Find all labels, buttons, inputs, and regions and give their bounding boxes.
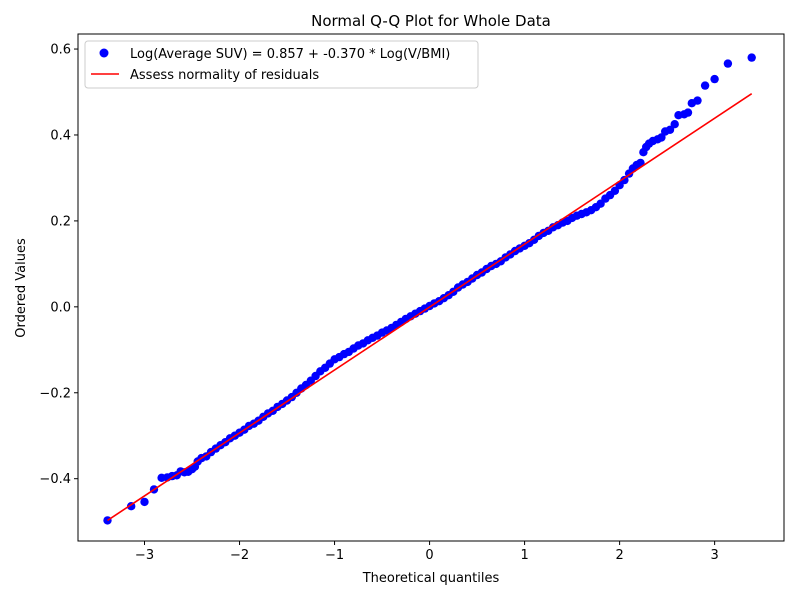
qq-point bbox=[610, 186, 620, 195]
qq-point bbox=[723, 59, 733, 68]
y-tick-label: 0.2 bbox=[50, 214, 71, 229]
qq-point bbox=[683, 108, 693, 117]
legend-label-line: Assess normality of residuals bbox=[130, 68, 319, 83]
y-tick-label: −0.2 bbox=[39, 386, 71, 401]
legend-box bbox=[84, 40, 479, 89]
qq-point bbox=[657, 133, 666, 142]
x-tick-label: 2 bbox=[615, 548, 623, 563]
y-axis: −0.4 −0.2 0.0 0.2 0.4 0.6 bbox=[39, 43, 78, 487]
qq-point bbox=[693, 96, 702, 105]
x-tick-label: −3 bbox=[135, 548, 154, 563]
x-tick-label: 3 bbox=[710, 548, 718, 563]
qq-point bbox=[665, 125, 675, 134]
plot-area bbox=[103, 53, 756, 525]
x-tick-label: 1 bbox=[520, 548, 528, 563]
legend-marker-scatter bbox=[99, 48, 109, 58]
qq-point bbox=[747, 53, 756, 62]
y-tick-label: −0.4 bbox=[39, 472, 71, 487]
reference-line bbox=[107, 93, 753, 522]
legend: Log(Average SUV) = 0.857 + -0.370 * Log(… bbox=[84, 40, 479, 89]
qq-point bbox=[700, 81, 710, 90]
y-tick-label: 0.0 bbox=[50, 300, 71, 315]
qq-point bbox=[710, 74, 719, 84]
y-tick-label: 0.4 bbox=[50, 128, 71, 143]
x-axis-label: Theoretical quantiles bbox=[362, 571, 500, 586]
qq-point bbox=[620, 175, 629, 185]
y-tick-label: 0.6 bbox=[50, 43, 71, 58]
legend-label-scatter: Log(Average SUV) = 0.857 + -0.370 * Log(… bbox=[130, 47, 450, 62]
chart-title: Normal Q-Q Plot for Whole Data bbox=[311, 12, 551, 30]
qq-point bbox=[636, 158, 645, 168]
axes-frame bbox=[77, 33, 785, 542]
qq-point bbox=[140, 497, 149, 507]
x-tick-label: −2 bbox=[230, 548, 249, 563]
qq-point bbox=[670, 120, 679, 129]
y-axis-label: Ordered Values bbox=[14, 238, 29, 338]
x-axis: −3 −2 −1 0 1 2 3 bbox=[135, 541, 719, 563]
x-tick-label: −1 bbox=[325, 548, 344, 563]
x-tick-label: 0 bbox=[425, 548, 433, 563]
